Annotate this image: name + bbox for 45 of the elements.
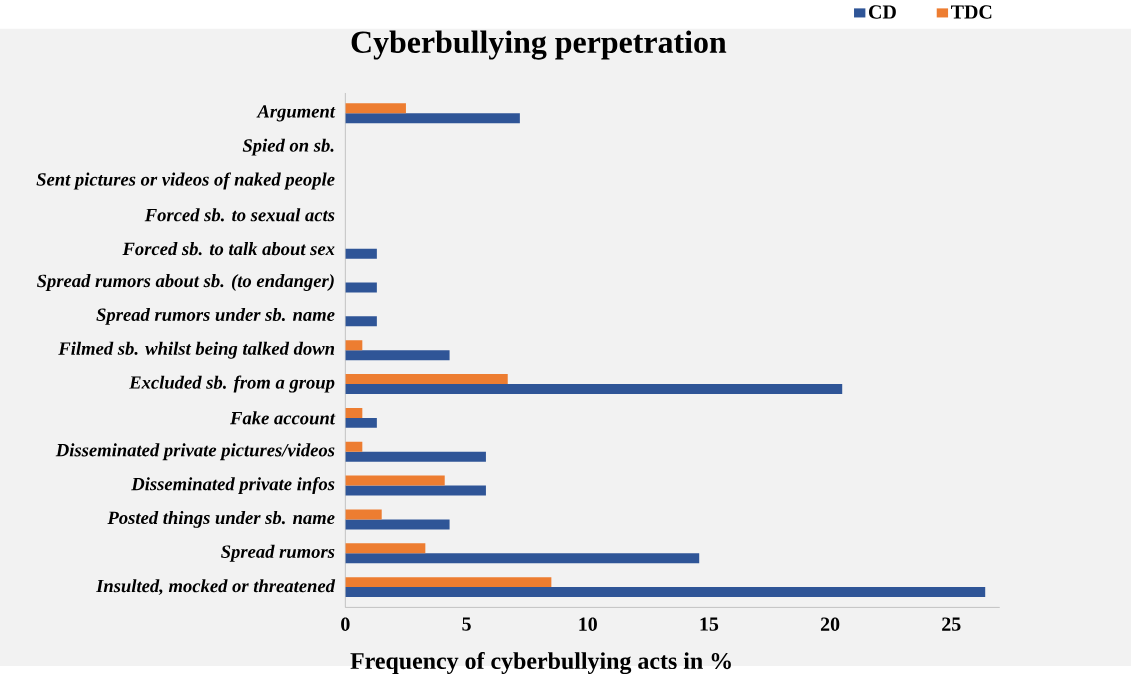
- legend-label: TDC: [951, 5, 992, 19]
- y-tick-label: Spied on sb.: [242, 138, 334, 156]
- y-tick-label: Spread rumors: [221, 545, 335, 562]
- bar: [345, 418, 377, 429]
- bar: [345, 553, 700, 564]
- bar: [345, 519, 450, 530]
- y-tick-label: Forced sb. to talk about sex: [122, 242, 335, 256]
- y-tick-label: Excluded sb. from a group: [129, 375, 335, 393]
- x-tick-label: 20: [820, 617, 840, 632]
- y-tick-label: Insulted, mocked or threatened: [95, 579, 336, 596]
- bar: [345, 485, 486, 496]
- x-tick-label: 25: [942, 617, 961, 632]
- chart-title: Cyberbullying perpetration: [351, 30, 727, 60]
- bar: [345, 113, 520, 124]
- bar: [345, 577, 552, 588]
- y-tick-label: Sent pictures or videos of naked people: [36, 172, 335, 190]
- x-tick-label: 10: [579, 617, 597, 632]
- y-tick-label: Disseminated private pictures/videos: [55, 443, 335, 461]
- y-tick-label: Spread rumors under sb. name: [96, 308, 335, 326]
- y-tick-label: Fake account: [230, 411, 336, 425]
- bar: [345, 587, 986, 598]
- bar: [345, 408, 363, 419]
- bar: [345, 451, 486, 462]
- bar: [345, 316, 377, 327]
- bar: [345, 248, 377, 259]
- y-tick-label: Spread rumors about sb. (to endanger): [36, 274, 334, 292]
- legend-label: CD: [869, 5, 896, 19]
- bar: [345, 509, 382, 520]
- y-tick-label: Forced sb. to sexual acts: [144, 208, 335, 222]
- x-tick-label: 15: [700, 617, 719, 631]
- bar: [345, 340, 363, 351]
- bar: [345, 441, 363, 452]
- y-tick-label: Argument: [256, 105, 336, 122]
- x-tick-label: 0: [341, 617, 350, 632]
- y-tick-label: Posted things under sb. name: [107, 511, 335, 529]
- y-tick-label: Disseminated private infos: [131, 477, 335, 495]
- bar: [345, 475, 445, 486]
- bar: [345, 384, 843, 395]
- y-tick-label: Filmed sb. whilst being talked down: [58, 341, 335, 359]
- bar: [345, 543, 426, 554]
- bar: [345, 350, 450, 361]
- bar: [345, 374, 508, 385]
- bar: [345, 103, 406, 114]
- x-tick-label: 5: [462, 617, 471, 631]
- x-axis-title: Frequency of cyberbullying acts in %: [350, 652, 731, 675]
